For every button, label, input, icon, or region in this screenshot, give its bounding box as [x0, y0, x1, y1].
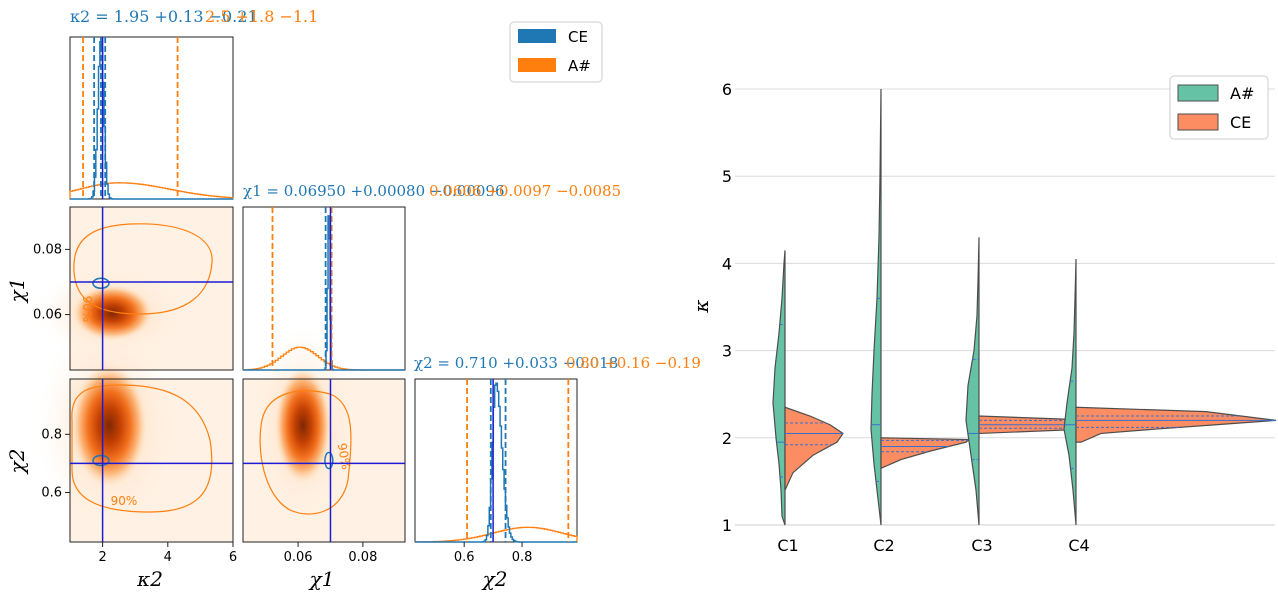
- violin-ce-C1: [784, 406, 844, 491]
- contour-ce-chi1-chi2: [324, 451, 334, 470]
- ytick-label-chi1-1: 0.08: [33, 242, 62, 257]
- tick-label-kappa2-1: 4: [164, 550, 172, 565]
- chi2-title-ce: χ2 = 0.710 +0.033 −0.018: [414, 354, 618, 372]
- violin-ce-C2: [880, 437, 971, 470]
- ytick-label-chi2-0: 0.6: [41, 486, 62, 501]
- contour-asharp-90-2: [259, 390, 352, 515]
- violin-ytick-label-3: 4: [722, 254, 732, 273]
- contour-label-kappa2-chi1: 90%: [80, 296, 94, 323]
- violin-gridlines: 1 2 3 4 5 6: [722, 80, 1275, 535]
- corner-plot: 90%90%90%2 4 6 0.06 0.08 0.6 0.80.060.080.60.8…: [5, 7, 701, 591]
- corner-panels: [36, 207, 405, 542]
- violin-category-C2: C2: [873, 536, 894, 555]
- tick-label-kappa2-0: 2: [98, 550, 106, 565]
- chi2-title-asharp: 0.80 +0.16 −0.19: [566, 354, 701, 372]
- x-axis-label-chi2: χ2: [481, 567, 508, 591]
- violin-ytick-label-4: 5: [722, 167, 732, 186]
- density-core-1: [71, 363, 148, 488]
- density-core-2: [274, 367, 331, 484]
- legend-label-violin-ce: CE: [1230, 113, 1251, 132]
- legend-label-violin-asharp: A#: [1230, 84, 1254, 103]
- ytick-label-chi2-1: 0.8: [41, 427, 62, 442]
- legend-swatch-violin-ce: [1177, 113, 1219, 131]
- violin-asharp-C4: [1063, 259, 1077, 526]
- corner-legend: CE A#: [509, 21, 603, 83]
- violin-plot: 1 2 3 4 5 6 C1 C2 C3 C4 κ A# CE: [689, 75, 1277, 555]
- violin-legend: A# CE: [1169, 75, 1269, 140]
- x-axis-label-chi1: χ1: [308, 567, 335, 591]
- ytick-label-chi1-0: 0.06: [33, 308, 62, 323]
- tick-label-kappa2-2: 6: [229, 550, 237, 565]
- kappa2-title-ce: κ2 = 1.95 +0.13 −0.21: [70, 7, 258, 26]
- tick-label-chi1-0: 0.06: [284, 550, 313, 565]
- legend-swatch-ce: [518, 29, 556, 43]
- violin-category-C4: C4: [1068, 536, 1089, 555]
- violin-ytick-label-5: 6: [722, 80, 732, 99]
- violin-ytick-label-1: 2: [722, 429, 732, 448]
- x-axis-label-kappa2: κ2: [136, 567, 163, 591]
- y-axis-label-chi2: χ2: [5, 449, 29, 476]
- legend-swatch-asharp: [518, 58, 556, 72]
- contour-ce-kappa2-chi2: [92, 454, 110, 467]
- violin-y-axis-label: κ: [689, 299, 713, 313]
- violin-ce-C4: [1075, 406, 1277, 443]
- panel-frame-2-1: [242, 378, 406, 543]
- violin-asharp-C1: [772, 250, 786, 526]
- panel-frame-2-0: [69, 378, 234, 543]
- violin-ytick-label-2: 3: [722, 342, 732, 361]
- kappa2-title-asharp: 2.5 +1.8 −1.1: [205, 7, 318, 26]
- violin-category-C3: C3: [971, 536, 992, 555]
- hist-ce-chi2: [415, 382, 577, 543]
- violin-asharp-C2: [870, 88, 882, 526]
- legend-swatch-violin-asharp: [1177, 84, 1219, 102]
- tick-label-chi1-1: 0.08: [348, 550, 377, 565]
- violin-category-C1: C1: [777, 536, 798, 555]
- tick-label-chi2-1: 0.8: [512, 550, 533, 565]
- violin-marks: C1 C2 C3 C4: [772, 88, 1277, 555]
- chi1-title-asharp: 0.0606 +0.0097 −0.0085: [429, 182, 621, 200]
- violin-ytick-label-0: 1: [722, 516, 732, 535]
- panel-frame-2-2: [414, 378, 578, 543]
- violin-asharp-C3: [965, 237, 980, 526]
- legend-label-asharp: A#: [568, 57, 591, 75]
- tick-label-chi2-0: 0.6: [454, 550, 475, 565]
- hist-asharp-kappa2: [69, 182, 234, 199]
- contour-label-kappa2-chi2: 90%: [111, 494, 138, 508]
- legend-label-ce: CE: [568, 28, 588, 46]
- panel-frame-1-0: [69, 206, 234, 371]
- hist-asharp-chi2: [414, 526, 578, 543]
- chi1-title-ce: χ1 = 0.06950 +0.00080 −0.00096: [243, 182, 505, 200]
- corner-marks: 90%90%90%2 4 6 0.06 0.08 0.6 0.80.060.080.60.8: [33, 36, 578, 565]
- contour-ce-kappa2-chi1: [92, 277, 110, 290]
- y-axis-label-chi1: χ1: [5, 278, 29, 305]
